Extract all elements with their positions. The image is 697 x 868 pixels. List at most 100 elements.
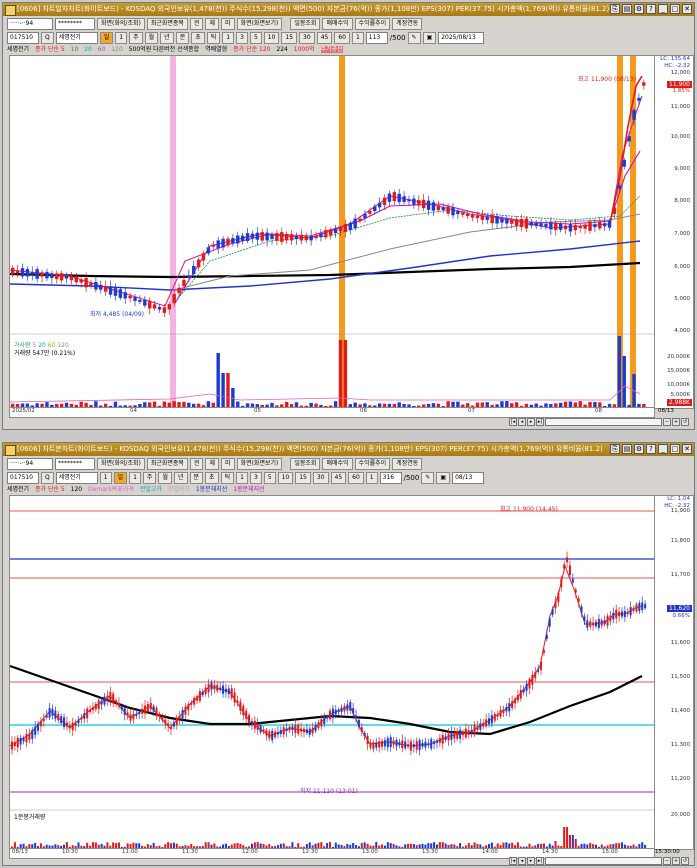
- pencil-icon[interactable]: ✎: [421, 472, 435, 484]
- scroll-last-icon[interactable]: ▸|: [536, 418, 544, 426]
- button-daily[interactable]: 일봉조회: [290, 18, 321, 30]
- legend-item[interactable]: 역배열형: [205, 46, 228, 53]
- print-icon[interactable]: ▤: [622, 4, 632, 14]
- period-button[interactable]: 1: [99, 472, 112, 484]
- maximize-icon[interactable]: □: [670, 4, 680, 14]
- legend-item[interactable]: 세명전기: [7, 486, 30, 493]
- legend-item[interactable]: 1봉분재지선: [195, 486, 228, 493]
- period-button[interactable]: 월: [158, 472, 172, 484]
- period-button[interactable]: 1: [365, 472, 378, 484]
- print-icon[interactable]: ▤: [622, 444, 632, 454]
- button-return-trend[interactable]: 수익률추이: [354, 18, 391, 30]
- minute-chart-canvas[interactable]: 최고 11,900 (14:45) 최저 11,110 (13:01) 1분봉거…: [9, 495, 655, 850]
- period-button[interactable]: 주: [142, 472, 157, 484]
- period-button[interactable]: 월: [144, 32, 159, 44]
- period-button[interactable]: 10: [277, 472, 294, 484]
- legend-item[interactable]: 전일고가: [139, 486, 162, 493]
- period-button[interactable]: 틱: [220, 472, 235, 484]
- save-icon[interactable]: ▣: [436, 472, 451, 484]
- zoom-in-icon[interactable]: +: [672, 857, 680, 865]
- date-field[interactable]: 2025/08/13: [438, 32, 485, 44]
- button-inquiry[interactable]: 화면(화의/조회): [97, 458, 145, 470]
- password-field[interactable]: ********: [55, 18, 95, 30]
- legend-item[interactable]: 종가 단순 120: [233, 46, 271, 53]
- help-icon[interactable]: ?: [646, 444, 656, 454]
- link-icon[interactable]: ⎘: [610, 444, 620, 454]
- period-button[interactable]: 1: [236, 472, 248, 484]
- legend-item[interactable]: Demark목표가격: [88, 486, 134, 493]
- close-icon[interactable]: ✕: [682, 444, 692, 454]
- button-all[interactable]: 전: [189, 458, 204, 470]
- period-button[interactable]: 1: [115, 32, 128, 44]
- stock-code-field[interactable]: 017510: [7, 32, 39, 44]
- settings-icon[interactable]: ⚙: [634, 4, 644, 14]
- legend-item[interactable]: 20: [84, 46, 92, 53]
- period-button[interactable]: 30: [312, 472, 329, 484]
- scroll-right-icon[interactable]: ▸: [527, 418, 535, 426]
- search-icon[interactable]: Q: [41, 472, 54, 484]
- chart-scrollbar[interactable]: |◂ ◂ ▸ ▸| − + ↺: [509, 418, 689, 426]
- button-pnl[interactable]: 매매수익: [322, 18, 353, 30]
- period-button[interactable]: 초: [205, 472, 219, 484]
- help-icon[interactable]: ?: [646, 4, 656, 14]
- scroll-track[interactable]: [545, 418, 662, 426]
- scroll-first-icon[interactable]: |◂: [509, 857, 517, 865]
- stock-code-field[interactable]: 017510: [7, 472, 39, 484]
- reset-icon[interactable]: ↺: [681, 857, 689, 865]
- legend-item[interactable]: 120: [111, 46, 123, 53]
- time-axis[interactable]: 2025/02 04 05 06 07 08: [9, 407, 655, 418]
- price-axis[interactable]: LC: 1,04 HC: -2.32 11,900 11,800 11,700 …: [654, 495, 694, 850]
- zoom-out-icon[interactable]: −: [663, 418, 671, 426]
- period-button[interactable]: 15: [281, 32, 298, 44]
- pencil-icon[interactable]: ✎: [407, 32, 421, 44]
- scroll-left-icon[interactable]: ◂: [518, 857, 526, 865]
- price-axis[interactable]: LC: 135.64 HC: -2.32 12,000 11,900 1.85%…: [654, 55, 694, 409]
- legend-item[interactable]: 60: [97, 46, 106, 53]
- button-link-account[interactable]: 계정연동: [392, 18, 423, 30]
- legend-item[interactable]: 전일저가: [167, 486, 190, 493]
- zoom-out-icon[interactable]: −: [663, 857, 671, 865]
- button-return-trend[interactable]: 수익률추이: [354, 458, 391, 470]
- button-filled[interactable]: 체: [205, 18, 220, 30]
- password-field[interactable]: ********: [55, 458, 95, 470]
- daily-chart-canvas[interactable]: 최저 4,485 (04/09) 최고 11,900 (08/13) 가사량 5…: [9, 55, 655, 409]
- period-button[interactable]: 초: [191, 32, 205, 44]
- button-pnl[interactable]: 매매수익: [322, 458, 353, 470]
- minimize-icon[interactable]: _: [658, 4, 668, 14]
- button-unfilled[interactable]: 미: [221, 18, 235, 30]
- legend-item[interactable]: 주가공선: [320, 46, 343, 53]
- scroll-last-icon[interactable]: ▸|: [536, 857, 544, 865]
- period-button[interactable]: 60: [348, 472, 364, 484]
- period-button[interactable]: 년: [160, 32, 174, 44]
- scroll-right-icon[interactable]: ▸: [527, 857, 535, 865]
- legend-item[interactable]: 500억원 다른버전 선색종합: [128, 46, 200, 53]
- period-button[interactable]: 30: [299, 32, 315, 44]
- button-view[interactable]: 화면(화면보기): [236, 18, 283, 30]
- period-button[interactable]: 3: [249, 472, 262, 484]
- period-button[interactable]: 일: [113, 472, 128, 484]
- button-recent[interactable]: 최근화면종목: [146, 18, 188, 30]
- period-button[interactable]: 10: [263, 32, 280, 44]
- account-field[interactable]: ·····-··94: [7, 458, 53, 470]
- scroll-left-icon[interactable]: ◂: [518, 418, 526, 426]
- legend-item[interactable]: 120: [70, 486, 83, 493]
- button-filled[interactable]: 체: [205, 458, 220, 470]
- close-icon[interactable]: ✕: [682, 4, 692, 14]
- button-link-account[interactable]: 계정연동: [392, 458, 423, 470]
- time-axis[interactable]: 08/13 10:30 11:00 11:30 12:00 12:30 13:0…: [9, 848, 655, 859]
- period-button[interactable]: 분: [189, 472, 204, 484]
- account-field[interactable]: ·····-··94: [7, 18, 53, 30]
- legend-item[interactable]: 224: [276, 46, 288, 53]
- chart-scrollbar[interactable]: |◂ ◂ ▸ ▸| − + ↺: [509, 857, 689, 865]
- period-button[interactable]: 5: [263, 472, 276, 484]
- button-inquiry[interactable]: 화면(화의/조회): [97, 18, 145, 30]
- legend-item[interactable]: 1봉분재지선: [233, 486, 265, 493]
- scroll-first-icon[interactable]: |◂: [509, 418, 517, 426]
- maximize-icon[interactable]: □: [670, 444, 680, 454]
- button-view[interactable]: 화면(화면보기): [236, 458, 283, 470]
- period-button[interactable]: 15: [295, 472, 311, 484]
- period-button[interactable]: 3: [236, 32, 248, 44]
- bar-count-field[interactable]: 316: [379, 472, 402, 484]
- button-unfilled[interactable]: 미: [221, 458, 235, 470]
- save-icon[interactable]: ▣: [422, 32, 437, 44]
